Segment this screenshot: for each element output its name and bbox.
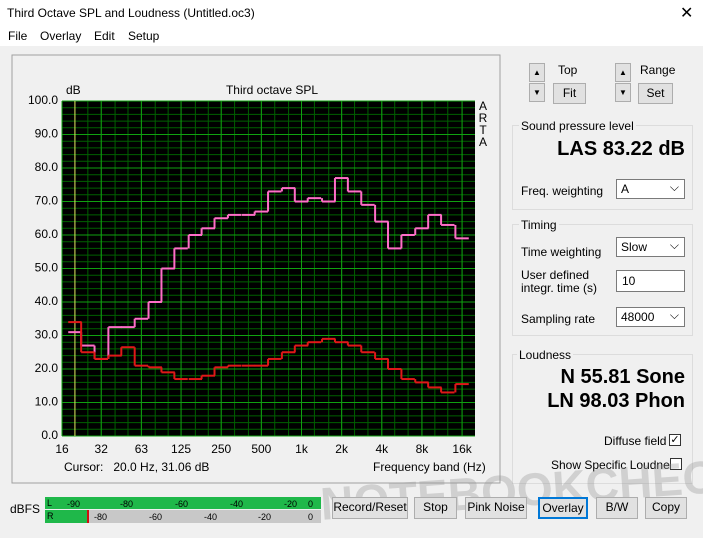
grid — [61, 100, 475, 437]
meter-r-bg — [45, 510, 321, 523]
side-label: A — [479, 135, 487, 149]
menu-edit[interactable]: Edit — [94, 29, 115, 43]
meter-r-tick: -40 — [204, 512, 218, 522]
specific-label: Show Specific Loudness — [551, 458, 682, 472]
side-label: R — [479, 111, 488, 125]
y-tick-label: 90.0 — [35, 127, 59, 141]
menu-file[interactable]: File — [8, 29, 28, 43]
x-tick-label: 500 — [251, 442, 271, 456]
weighting-select[interactable]: A — [616, 178, 685, 199]
integr-label-1: User defined — [521, 268, 590, 282]
y-tick-label: 100.0 — [28, 93, 58, 107]
title-bar — [0, 0, 703, 28]
x-tick-label: 8k — [416, 442, 430, 456]
meter-l-letter: L — [47, 498, 53, 508]
x-tick-label: 16k — [452, 442, 472, 456]
top-label: Top — [558, 63, 578, 77]
y-tick-label: 50.0 — [35, 261, 59, 275]
meter-l-tick: -60 — [175, 499, 189, 509]
x-tick-label: 2k — [335, 442, 349, 456]
meter-l-tick: -20 — [284, 499, 298, 509]
y-tick-label: 80.0 — [35, 160, 59, 174]
meter-peak — [87, 510, 89, 523]
x-tick-label: 125 — [171, 442, 191, 456]
y-axis-label: dB — [66, 83, 81, 97]
x-tick-label: 32 — [95, 442, 109, 456]
top-down[interactable]: ▼ — [529, 83, 545, 102]
button[interactable]: Pink Noise — [465, 497, 527, 519]
meter-r-tick: -80 — [94, 512, 108, 522]
button[interactable]: Stop — [414, 497, 457, 519]
timing-heading: Timing — [519, 218, 559, 232]
y-tick-label: 30.0 — [35, 328, 59, 342]
meter-l-tick: -90 — [67, 499, 81, 509]
menu-bar — [0, 28, 703, 46]
rate-select[interactable]: 48000 — [616, 306, 685, 327]
y-tick-label: 70.0 — [35, 194, 59, 208]
integr-label-2: integr. time (s) — [521, 281, 598, 295]
range-down[interactable]: ▼ — [615, 83, 631, 102]
meter-l-tick: -80 — [120, 499, 134, 509]
meter-r — [45, 510, 87, 523]
set-button[interactable]: Set — [638, 83, 673, 104]
button[interactable]: Copy — [645, 497, 687, 519]
meter-r-tick: -20 — [258, 512, 272, 522]
side-label: T — [479, 123, 487, 137]
range-up[interactable]: ▲ — [615, 63, 631, 82]
window-title: Third Octave SPL and Loudness (Untitled.… — [7, 6, 255, 20]
integr-input[interactable]: 10 — [616, 270, 685, 292]
y-tick-label: 20.0 — [35, 361, 59, 375]
x-tick-label: 1k — [295, 442, 309, 456]
x-tick-label: 250 — [211, 442, 231, 456]
y-tick-label: 40.0 — [35, 294, 59, 308]
meter-r-tick: -60 — [149, 512, 163, 522]
y-tick-label: 60.0 — [35, 227, 59, 241]
chart-title: Third octave SPL — [226, 83, 318, 97]
meter-l — [45, 497, 321, 509]
rate-label: Sampling rate — [521, 312, 596, 326]
meter-l-tick: 0 — [308, 499, 314, 509]
diffuse-checkbox[interactable]: ✓ — [669, 434, 681, 446]
time-weighting-select[interactable]: Slow — [616, 236, 685, 257]
button[interactable]: Overlay — [538, 497, 588, 519]
menu-overlay[interactable]: Overlay — [40, 29, 82, 43]
close-button[interactable]: ✕ — [680, 5, 694, 22]
spl-reading: LAS 83.22 dB — [557, 138, 685, 160]
loudness-group — [512, 354, 693, 484]
diffuse-label: Diffuse field — [604, 434, 667, 448]
loudness-heading: Loudness — [517, 348, 574, 362]
loudness-n: N 55.81 Sone — [560, 366, 685, 388]
specific-checkbox[interactable] — [670, 458, 682, 470]
y-tick-label: 10.0 — [35, 395, 59, 409]
top-up[interactable]: ▲ — [529, 63, 545, 82]
weighting-label: Freq. weighting — [521, 184, 604, 198]
loudness-ln: LN 98.03 Phon — [547, 390, 685, 412]
meter-r-letter: R — [47, 511, 54, 521]
spl-heading: Sound pressure level — [519, 119, 636, 133]
button[interactable]: Record/Reset — [332, 497, 408, 519]
meter-label: dBFS — [10, 502, 41, 516]
range-label: Range — [640, 63, 676, 77]
x-axis-label: Frequency band (Hz) — [373, 460, 486, 474]
x-tick-label: 63 — [135, 442, 149, 456]
time-weighting-label: Time weighting — [521, 245, 602, 259]
fit-button[interactable]: Fit — [553, 83, 586, 104]
meter-r-tick: 0 — [308, 512, 314, 522]
side-label: A — [479, 99, 487, 113]
menu-setup[interactable]: Setup — [128, 29, 160, 43]
y-tick-label: 0.0 — [41, 428, 58, 442]
timing-group — [512, 224, 693, 336]
x-tick-label: 16 — [55, 442, 69, 456]
cursor-readout: Cursor: 20.0 Hz, 31.06 dB — [64, 460, 209, 474]
button[interactable]: B/W — [596, 497, 638, 519]
meter-l-tick: -40 — [230, 499, 244, 509]
x-tick-label: 4k — [375, 442, 389, 456]
